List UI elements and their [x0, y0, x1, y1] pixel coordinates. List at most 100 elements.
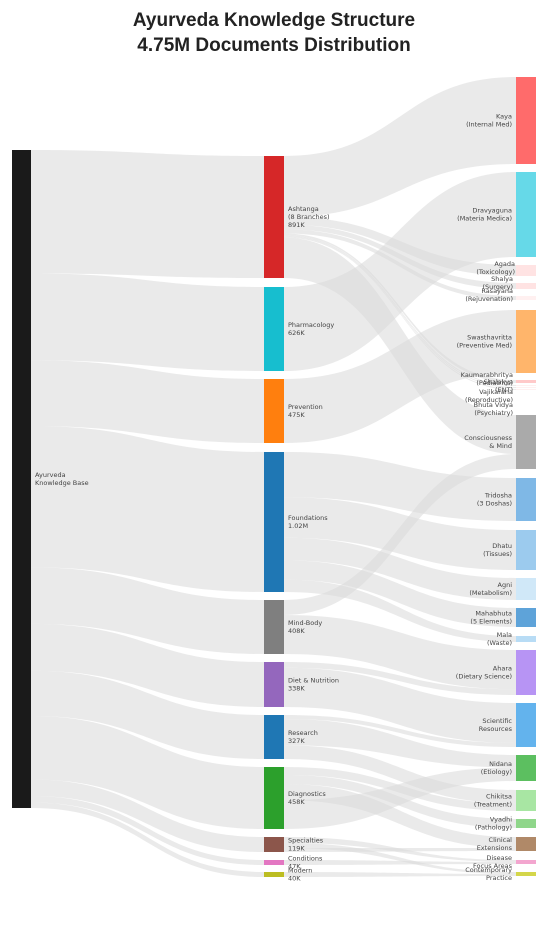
link-modern-contemporary [284, 872, 516, 877]
label-shalakya-line-1: Shalakya [484, 378, 513, 386]
label-tridosha-line-2: (3 Doshas) [477, 500, 512, 508]
label-shalakya-line-2: (ENT) [495, 386, 513, 394]
node-tridosha [516, 478, 536, 521]
label-mala-line-1: Mala [497, 631, 512, 639]
link-root-modern [31, 802, 264, 877]
node-dhatu [516, 530, 536, 570]
label-root-line-1: Ayurveda [35, 471, 66, 479]
node-mindbody [264, 600, 284, 654]
label-nidana-line-2: (Etiology) [481, 768, 512, 776]
link-research-chikitsa [284, 745, 516, 804]
label-ahara-line-1: Ahara [493, 665, 512, 673]
link-root-conditions [31, 795, 264, 865]
node-ashtanga [264, 156, 284, 278]
label-root-line-2: Knowledge Base [35, 479, 89, 487]
link-root-mindbody [31, 567, 264, 654]
label-research-line-1: Research [288, 729, 318, 737]
label-mahabhuta-line-2: (5 Elements) [470, 618, 512, 626]
link-foundations-agni [284, 537, 516, 600]
link-research-nidana [284, 719, 516, 768]
link-conditions-disease [284, 860, 516, 865]
label-pharmacology-line-1: Pharmacology [288, 321, 334, 329]
label-consciousness-line-2: & Mind [489, 442, 512, 450]
node-mala [516, 636, 536, 642]
node-agni [516, 578, 536, 600]
link-prevention-swasthavritta [284, 310, 516, 443]
link-diagnostics-nidana [284, 767, 516, 829]
label-mala-line-2: (Waste) [487, 639, 512, 647]
label-vyadhi-line-1: Vyadhi [490, 816, 512, 824]
label-bhuta-line-2: (Psychiatry) [474, 409, 513, 417]
label-disease-line-1: Disease [486, 854, 512, 862]
node-research [264, 715, 284, 759]
label-shalya-line-2: (Surgery) [482, 283, 513, 291]
label-swasthavritta-line-1: Swasthavritta [467, 334, 512, 342]
label-prevention-line-2: 475K [288, 411, 305, 419]
label-research-line-2: 327K [288, 737, 305, 745]
link-mindbody-consciousness [284, 454, 516, 615]
node-prevention [264, 379, 284, 443]
node-vyadhi [516, 819, 536, 828]
label-diagnostics-line-2: 458K [288, 798, 305, 806]
label-kaumarabhritya-line-1: Kaumarabhritya [461, 371, 513, 379]
nodes [12, 77, 536, 877]
node-diet [264, 662, 284, 707]
chart-title-line-1: Ayurveda Knowledge Structure [132, 10, 416, 31]
node-specialties [264, 837, 284, 852]
link-ashtanga-kaya [284, 77, 516, 217]
label-scientific-line-1: Scientific [482, 717, 512, 725]
node-nidana [516, 755, 536, 781]
node-mahabhuta [516, 608, 536, 627]
node-disease [516, 860, 536, 864]
label-contemporary-line-1: Contemporary [465, 866, 512, 874]
node-kaumarabhritya [516, 380, 536, 383]
node-swasthavritta [516, 310, 536, 373]
link-root-ashtanga [31, 150, 264, 278]
node-ahara [516, 650, 536, 695]
node-diagnostics [264, 767, 284, 829]
label-bhuta-line-1: Bhuta Vidya [474, 401, 513, 409]
label-ashtanga-line-1: Ashtanga [288, 205, 319, 213]
label-mindbody-line-1: Mind-Body [288, 619, 322, 627]
label-consciousness-line-1: Consciousness [464, 434, 512, 442]
label-vajikarana-line-2: (Reproductive) [465, 396, 513, 404]
link-pharmacology-dravyaguna [284, 172, 516, 371]
node-scientific [516, 703, 536, 747]
label-agni-line-2: (Metabolism) [469, 589, 512, 597]
node-agada [516, 265, 536, 276]
link-root-diet [31, 623, 264, 707]
node-kaya [516, 77, 536, 164]
label-clinical-line-1: Clinical [489, 836, 513, 844]
node-rasayana [516, 296, 536, 300]
label-agada-line-2: (Toxicology) [476, 268, 515, 276]
label-dravyaguna-line-1: Dravyaguna [472, 207, 512, 215]
node-dravyaguna [516, 172, 536, 257]
label-dravyaguna-line-2: (Materia Medica) [457, 215, 512, 223]
label-specialties-line-1: Specialties [288, 837, 324, 845]
chart-title: Ayurveda Knowledge Structure 4.75M Docum… [0, 8, 548, 58]
label-mahabhuta-line-1: Mahabhuta [475, 610, 512, 618]
label-ashtanga-line-3: 891K [288, 221, 305, 229]
link-root-research [31, 670, 264, 759]
label-mindbody-line-2: 408K [288, 627, 305, 635]
label-conditions-line-2: 47K [288, 863, 301, 871]
node-pharmacology [264, 287, 284, 371]
label-dhatu-line-1: Dhatu [492, 542, 512, 550]
link-root-specialties [31, 779, 264, 852]
label-diet-line-1: Diet & Nutrition [288, 677, 339, 685]
link-root-prevention [31, 360, 264, 443]
label-modern-line-2: 40K [288, 875, 301, 883]
label-agni-line-1: Agni [498, 581, 513, 589]
label-ashtanga-line-2: (8 Branches) [288, 213, 330, 221]
label-kaya-line-1: Kaya [496, 113, 512, 121]
node-bhuta [516, 389, 536, 390]
label-shalya-line-1: Shalya [491, 275, 513, 283]
label-foundations-line-1: Foundations [288, 514, 328, 522]
label-nidana-line-1: Nidana [489, 760, 512, 768]
label-diet-line-2: 338K [288, 685, 305, 693]
label-conditions-line-1: Conditions [288, 855, 323, 863]
link-specialties-clinical [284, 847, 516, 852]
node-consciousness [516, 415, 536, 469]
label-prevention-line-1: Prevention [288, 403, 323, 411]
label-dhatu-line-2: (Tissues) [483, 550, 512, 558]
